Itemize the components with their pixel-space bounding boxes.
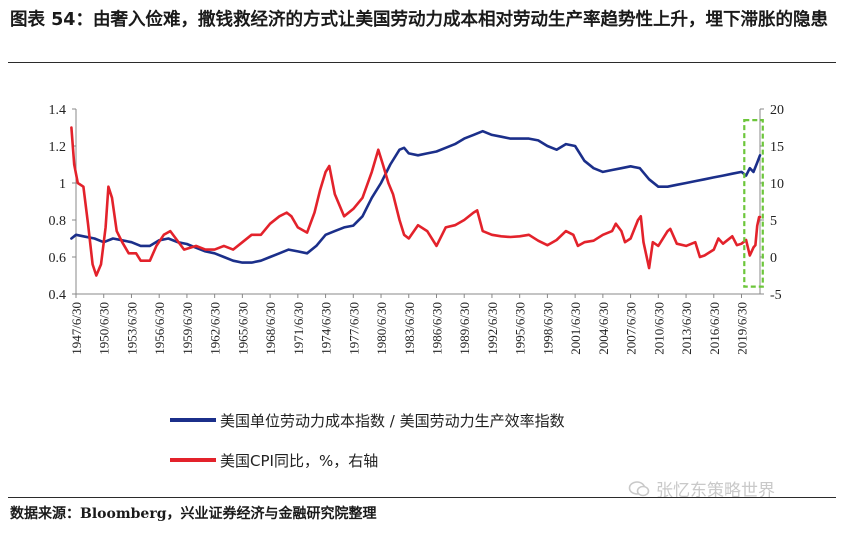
legend-swatch-red [170,458,216,462]
series-line-cpi-yoy [70,126,762,277]
x-tick-label: 2019/6/30 [735,302,750,355]
series-line-labor-cost-ratio [70,129,762,264]
y-right-tick-label: 15 [770,140,784,155]
legend-swatch-navy [170,418,216,422]
x-tick-label: 1971/6/30 [291,302,306,355]
x-tick-label: 1959/6/30 [180,302,195,355]
x-tick-label: 1953/6/30 [124,302,139,355]
legend: 美国单位劳动力成本指数 / 美国劳动力生产效率指数 美国CPI同比，%，右轴 [170,400,565,480]
y-left-tick-label: 1 [59,177,66,192]
x-tick-label: 1965/6/30 [235,302,250,355]
x-tick-label: 1968/6/30 [263,302,278,355]
x-tick-label: 2001/6/30 [568,302,583,355]
x-tick-label: 2007/6/30 [624,302,639,355]
x-tick-label: 1992/6/30 [485,302,500,355]
x-tick-label: 2010/6/30 [651,302,666,355]
source-divider [8,497,836,498]
y-left-tick-label: 0.8 [49,214,67,229]
x-tick-label: 1998/6/30 [540,302,555,355]
x-tick-label: 1950/6/30 [97,302,112,355]
y-right-tick-label: 5 [770,214,777,229]
line-chart: 0.4 0.6 0.8 1 1.2 1.4 -5 0 5 10 15 20 1947/6/30 1950/… [49,103,785,355]
y-left-tick-label: 1.4 [49,103,67,118]
chart-title: 图表 54：由奢入俭难，撒钱救经济的方式让美国劳动力成本相对劳动生产率趋势性上升… [10,10,828,30]
x-tick-label: 2004/6/30 [596,302,611,355]
legend-label-labor-cost: 美国单位劳动力成本指数 / 美国劳动力生产效率指数 [220,411,565,430]
x-tick-label: 1980/6/30 [374,302,389,355]
x-tick-label: 1995/6/30 [513,302,528,355]
y-left-tick-label: 0.4 [49,288,67,303]
x-tick-label: 1974/6/30 [319,302,334,355]
x-tick-label: 1947/6/30 [69,302,84,355]
x-tick-label: 1983/6/30 [402,302,417,355]
x-tick-label: 1977/6/30 [346,302,361,355]
x-tick-label: 2016/6/30 [707,302,722,355]
data-source: 数据来源：Bloomberg，兴业证券经济与金融研究院整理 [10,506,377,522]
legend-label-cpi: 美国CPI同比，%，右轴 [220,451,379,470]
y-right-tick-label: 20 [770,103,784,118]
x-tick-label: 2013/6/30 [679,302,694,355]
y-right-tick-label: 10 [770,177,784,192]
x-tick-label: 1962/6/30 [208,302,223,355]
title-divider [8,62,836,63]
legend-item-labor-cost: 美国单位劳动力成本指数 / 美国劳动力生产效率指数 [170,400,565,440]
highlight-box [743,118,764,288]
y-left-tick-label: 1.2 [49,140,67,155]
legend-item-cpi: 美国CPI同比，%，右轴 [170,440,565,480]
y-left-tick-label: 0.6 [49,251,67,266]
x-tick-label: 1986/6/30 [429,302,444,355]
watermark-text: 张忆东策略世界 [656,481,775,501]
y-right-tick-label: 0 [770,251,777,266]
y-right-tick-label: -5 [770,288,782,303]
x-tick-label: 1956/6/30 [152,302,167,355]
wechat-icon [628,480,650,496]
x-tick-label: 1989/6/30 [457,302,472,355]
watermark: 张忆东策略世界 [628,476,775,501]
